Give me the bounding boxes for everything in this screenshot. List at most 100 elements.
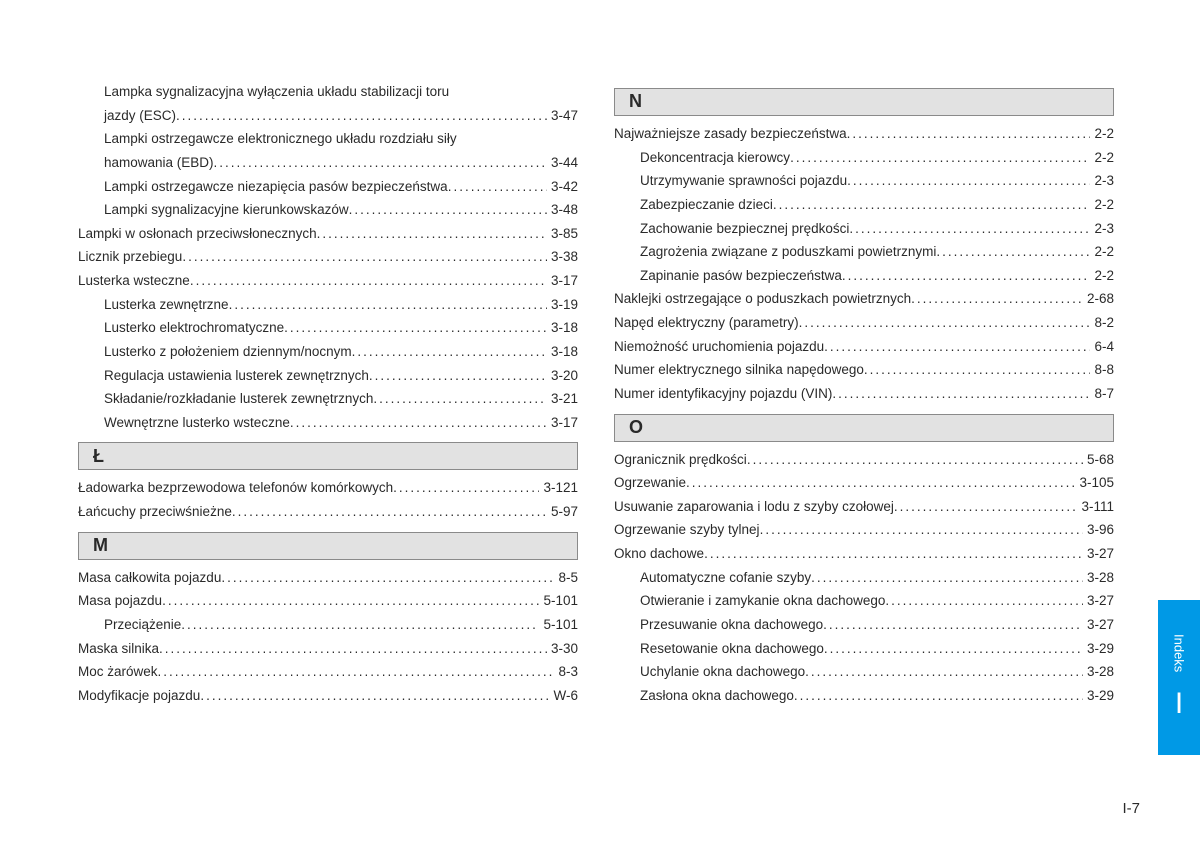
- index-entry-page: 2-68: [1083, 287, 1114, 311]
- section-header: N: [614, 88, 1114, 116]
- index-entry-cont: jazdy (ESC) 3-47: [78, 104, 578, 128]
- index-entry-label: Ładowarka bezprzewodowa telefonów komórk…: [78, 476, 393, 500]
- index-entry-label: Zabezpieczanie dzieci: [640, 193, 773, 217]
- left-column: Lampka sygnalizacyjna wyłączenia układu …: [78, 80, 578, 707]
- index-entry: Lampki ostrzegawcze niezapięcia pasów be…: [78, 175, 578, 199]
- index-page: Lampka sygnalizacyjna wyłączenia układu …: [0, 0, 1200, 747]
- index-entry: Usuwanie zaparowania i lodu z szyby czoł…: [614, 495, 1114, 519]
- index-entry: Maska silnika 3-30: [78, 637, 578, 661]
- dot-leader: [352, 340, 547, 364]
- dot-leader: [773, 193, 1091, 217]
- index-entry: Zasłona okna dachowego 3-29: [614, 684, 1114, 708]
- index-entry-page: 3-27: [1083, 542, 1114, 566]
- index-entry-page: 3-21: [547, 387, 578, 411]
- index-entry: Lampka sygnalizacyjna wyłączenia układu …: [78, 80, 578, 104]
- side-tab: Indeks I: [1158, 600, 1200, 755]
- index-entry-label: Łańcuchy przeciwśnieżne: [78, 500, 232, 524]
- dot-leader: [373, 387, 547, 411]
- index-entry-page: 3-42: [547, 175, 578, 199]
- dot-leader: [790, 146, 1090, 170]
- index-entry-label: Dekoncentracja kierowcy: [640, 146, 790, 170]
- index-entry: Numer identyfikacyjny pojazdu (VIN) 8-7: [614, 382, 1114, 406]
- index-entry-page: 2-3: [1090, 169, 1114, 193]
- index-entry-label: Lampki w osłonach przeciwsłonecznych: [78, 222, 317, 246]
- index-entry: Lusterka wsteczne 3-17: [78, 269, 578, 293]
- dot-leader: [229, 293, 547, 317]
- index-entry: Przeciążenie 5-101: [78, 613, 578, 637]
- index-entry-label: Numer identyfikacyjny pojazdu (VIN): [614, 382, 832, 406]
- index-entry-label: Ogranicznik prędkości: [614, 448, 747, 472]
- index-entry-page: 2-2: [1090, 193, 1114, 217]
- index-entry-label: Niemożność uruchomienia pojazdu: [614, 335, 824, 359]
- index-entry-label: Przeciążenie: [104, 613, 181, 637]
- index-entry: Masa pojazdu 5-101: [78, 589, 578, 613]
- index-entry-page: 3-85: [547, 222, 578, 246]
- index-entry-label: Okno dachowe: [614, 542, 704, 566]
- dot-leader: [162, 589, 539, 613]
- section-header: O: [614, 414, 1114, 442]
- index-entry: Ogranicznik prędkości 5-68: [614, 448, 1114, 472]
- index-entry-label: Zasłona okna dachowego: [640, 684, 794, 708]
- index-entry-label: Utrzymywanie sprawności pojazdu: [640, 169, 847, 193]
- side-tab-label: Indeks: [1172, 634, 1187, 672]
- index-entry: Lusterko elektrochromatyczne 3-18: [78, 316, 578, 340]
- index-entry: Numer elektrycznego silnika napędowego 8…: [614, 358, 1114, 382]
- dot-leader: [811, 566, 1083, 590]
- index-entry-label: Lusterka zewnętrzne: [104, 293, 229, 317]
- index-entry: Przesuwanie okna dachowego 3-27: [614, 613, 1114, 637]
- index-entry: Uchylanie okna dachowego 3-28: [614, 660, 1114, 684]
- right-column: NNajważniejsze zasady bezpieczeństwa 2-2…: [614, 80, 1114, 707]
- index-entry-label: Masa pojazdu: [78, 589, 162, 613]
- index-entry-page: 3-121: [539, 476, 578, 500]
- dot-leader: [911, 287, 1083, 311]
- index-entry: Lusterko z położeniem dziennym/nocnym 3-…: [78, 340, 578, 364]
- dot-leader: [214, 151, 547, 175]
- dot-leader: [159, 637, 547, 661]
- index-entry-label: Moc żarówek: [78, 660, 158, 684]
- dot-leader: [176, 104, 547, 128]
- side-tab-letter: I: [1175, 687, 1183, 721]
- index-entry-page: 8-5: [554, 566, 578, 590]
- index-entry: Automatyczne cofanie szyby 3-28: [614, 566, 1114, 590]
- dot-leader: [894, 495, 1078, 519]
- index-entry-page: 8-2: [1090, 311, 1114, 335]
- dot-leader: [369, 364, 547, 388]
- index-entry: Lampki ostrzegawcze elektronicznego ukła…: [78, 127, 578, 151]
- dot-leader: [760, 518, 1083, 542]
- index-entry: Ogrzewanie szyby tylnej 3-96: [614, 518, 1114, 542]
- dot-leader: [832, 382, 1090, 406]
- dot-leader: [290, 411, 547, 435]
- index-entry-page: 3-19: [547, 293, 578, 317]
- index-entry: Otwieranie i zamykanie okna dachowego 3-…: [614, 589, 1114, 613]
- dot-leader: [747, 448, 1083, 472]
- index-entry: Niemożność uruchomienia pojazdu 6-4: [614, 335, 1114, 359]
- index-entry-page: 5-101: [539, 589, 578, 613]
- index-entry-page: 3-27: [1083, 589, 1114, 613]
- index-entry-page: 2-3: [1090, 217, 1114, 241]
- dot-leader: [182, 245, 547, 269]
- dot-leader: [799, 311, 1091, 335]
- index-entry-page: W-6: [549, 684, 578, 708]
- dot-leader: [805, 660, 1083, 684]
- dot-leader: [849, 217, 1090, 241]
- dot-leader: [704, 542, 1083, 566]
- index-entry: Składanie/rozkładanie lusterek zewnętrzn…: [78, 387, 578, 411]
- dot-leader: [794, 684, 1083, 708]
- dot-leader: [842, 264, 1091, 288]
- dot-leader: [823, 613, 1083, 637]
- index-entry: Regulacja ustawienia lusterek zewnętrzny…: [78, 364, 578, 388]
- index-entry-page: 3-27: [1083, 613, 1114, 637]
- index-entry-label: Ogrzewanie szyby tylnej: [614, 518, 760, 542]
- index-entry-label: Lusterka wsteczne: [78, 269, 190, 293]
- index-entry-label: Zachowanie bezpiecznej prędkości: [640, 217, 849, 241]
- dot-leader: [393, 476, 539, 500]
- index-entry-label: Zapinanie pasów bezpieczeństwa: [640, 264, 842, 288]
- index-entry-page: 3-105: [1075, 471, 1114, 495]
- index-entry-page: 3-44: [547, 151, 578, 175]
- index-entry-label: Otwieranie i zamykanie okna dachowego: [640, 589, 885, 613]
- index-entry-page: 8-8: [1090, 358, 1114, 382]
- index-entry-label: Napęd elektryczny (parametry): [614, 311, 799, 335]
- index-entry-cont: hamowania (EBD) 3-44: [78, 151, 578, 175]
- page-number: I-7: [1122, 800, 1140, 817]
- dot-leader: [200, 684, 549, 708]
